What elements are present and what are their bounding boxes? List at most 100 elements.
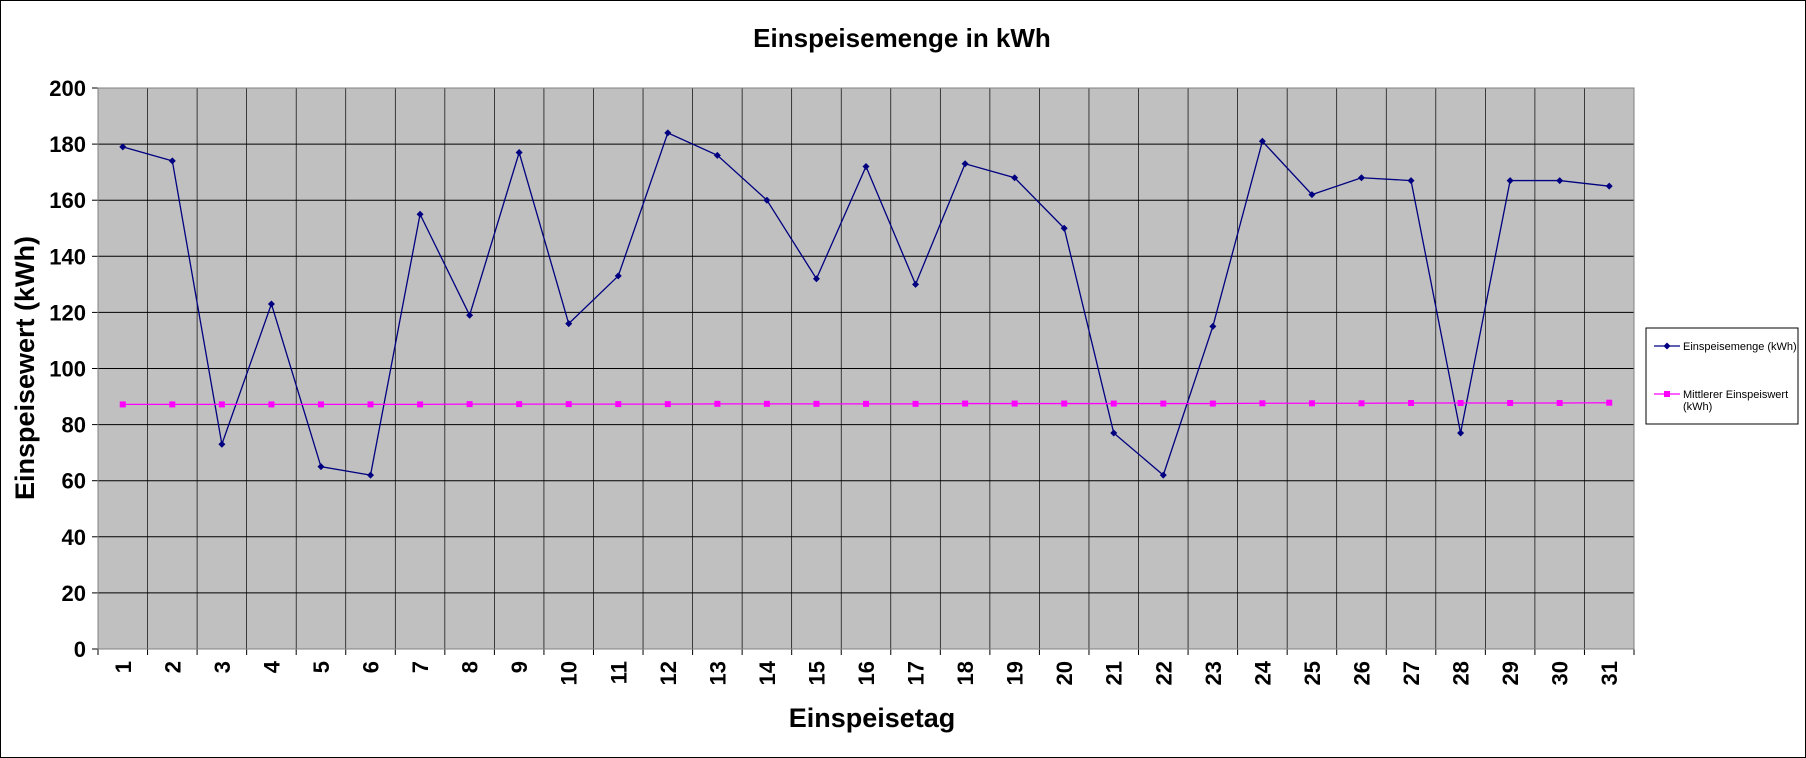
data-point-diamond bbox=[664, 129, 672, 137]
x-tick-label: 19 bbox=[1003, 661, 1028, 685]
data-point-diamond bbox=[1258, 137, 1266, 145]
legend-item-mittlerer-einspeiswert: Mittlerer Einspeiswert (kWh) bbox=[1654, 389, 1788, 413]
x-tick-label: 3 bbox=[210, 661, 235, 673]
y-tick-label: 20 bbox=[62, 581, 86, 606]
x-tick-label: 8 bbox=[458, 661, 483, 673]
data-point-square bbox=[466, 401, 473, 408]
y-tick-label: 120 bbox=[49, 300, 86, 325]
x-axis-ticks: 1 2 3 4 5 6 7 8 9 10 11 12 13 14 15 16 17 18 19 20 21 22 23 24 2… bbox=[97, 649, 1635, 685]
data-point-diamond bbox=[1308, 191, 1316, 199]
data-point-diamond bbox=[1110, 429, 1118, 437]
data-point-diamond bbox=[168, 157, 176, 165]
data-point-square bbox=[417, 401, 424, 408]
x-tick-label: 30 bbox=[1548, 661, 1573, 685]
legend-marker-diamond bbox=[1663, 342, 1671, 350]
data-point-square bbox=[268, 401, 275, 408]
legend-label-einspeisemenge: Einspeisemenge (kWh) bbox=[1683, 341, 1797, 353]
plot-border bbox=[97, 87, 1635, 650]
data-point-square bbox=[615, 401, 622, 408]
x-tick-label: 27 bbox=[1399, 661, 1424, 685]
data-point-square bbox=[1011, 400, 1018, 407]
x-tick-label: 12 bbox=[656, 661, 681, 685]
data-point-diamond bbox=[961, 160, 969, 168]
x-tick-label: 24 bbox=[1250, 660, 1275, 685]
y-axis-ticks: 0 20 40 60 80 100 120 140 160 180 200 bbox=[49, 76, 98, 662]
y-tick-label: 180 bbox=[49, 132, 86, 157]
x-tick-label: 29 bbox=[1498, 661, 1523, 685]
x-tick-label: 7 bbox=[408, 661, 433, 673]
legend-marker-square bbox=[1664, 391, 1670, 397]
data-point-diamond bbox=[812, 275, 820, 283]
data-point-square bbox=[1061, 400, 1068, 407]
data-point-diamond bbox=[1209, 322, 1217, 330]
data-point-square bbox=[664, 401, 671, 408]
x-tick-label: 13 bbox=[705, 661, 730, 685]
data-point-diamond bbox=[1011, 174, 1019, 182]
x-axis-title: Einspeisetag bbox=[789, 703, 956, 733]
data-point-square bbox=[962, 400, 969, 407]
legend-item-einspeisemenge: Einspeisemenge (kWh) bbox=[1654, 341, 1797, 353]
data-point-square bbox=[1160, 400, 1167, 407]
data-point-square bbox=[1110, 400, 1117, 407]
legend-label-mittlerer-unit: (kWh) bbox=[1683, 401, 1712, 413]
data-point-square bbox=[367, 401, 374, 408]
x-tick-label: 15 bbox=[804, 661, 829, 685]
legend: Einspeisemenge (kWh) Mittlerer Einspeisw… bbox=[1645, 327, 1799, 425]
data-point-square bbox=[119, 401, 126, 408]
data-point-square bbox=[1507, 400, 1514, 407]
series-layer bbox=[119, 129, 1613, 479]
data-point-diamond bbox=[466, 311, 474, 319]
data-point-diamond bbox=[614, 272, 622, 280]
data-point-square bbox=[863, 400, 869, 407]
x-tick-label: 17 bbox=[904, 661, 929, 685]
x-tick-label: 2 bbox=[160, 661, 185, 673]
y-tick-label: 80 bbox=[62, 413, 86, 438]
x-tick-label: 26 bbox=[1349, 661, 1374, 685]
data-point-diamond bbox=[862, 163, 870, 171]
data-point-diamond bbox=[1357, 174, 1365, 182]
x-tick-label: 14 bbox=[755, 660, 780, 685]
data-point-diamond bbox=[1506, 177, 1514, 185]
data-point-diamond bbox=[367, 471, 375, 479]
data-point-square bbox=[1308, 400, 1315, 407]
data-point-diamond bbox=[1556, 177, 1564, 185]
y-tick-label: 200 bbox=[49, 76, 86, 101]
x-tick-label: 20 bbox=[1052, 661, 1077, 685]
data-point-square bbox=[714, 400, 721, 407]
data-point-square bbox=[218, 401, 225, 408]
x-tick-label: 25 bbox=[1300, 661, 1325, 685]
legend-label-mittlerer: Mittlerer Einspeiswert bbox=[1683, 389, 1788, 401]
x-tick-label: 23 bbox=[1201, 661, 1226, 685]
y-tick-label: 100 bbox=[49, 357, 86, 382]
legend-box bbox=[1645, 327, 1799, 425]
x-tick-label: 4 bbox=[259, 660, 284, 673]
y-tick-label: 140 bbox=[49, 244, 86, 269]
x-tick-label: 1 bbox=[111, 661, 136, 673]
data-point-diamond bbox=[713, 151, 721, 159]
data-point-diamond bbox=[1159, 471, 1167, 479]
x-tick-label: 9 bbox=[507, 661, 532, 673]
data-point-square bbox=[1259, 400, 1266, 407]
x-tick-label: 16 bbox=[854, 661, 879, 685]
data-point-diamond bbox=[1407, 177, 1415, 185]
x-tick-label: 28 bbox=[1449, 661, 1474, 685]
data-point-diamond bbox=[1060, 224, 1068, 232]
x-tick-label: 11 bbox=[606, 661, 631, 684]
data-point-square bbox=[1457, 400, 1464, 407]
data-point-diamond bbox=[515, 149, 523, 157]
x-tick-label: 21 bbox=[1102, 661, 1127, 685]
data-point-diamond bbox=[912, 280, 920, 288]
y-tick-label: 60 bbox=[62, 469, 86, 494]
x-tick-label: 5 bbox=[309, 661, 334, 673]
data-point-diamond bbox=[317, 463, 325, 471]
data-point-square bbox=[1556, 400, 1563, 407]
data-point-diamond bbox=[267, 300, 275, 308]
data-point-square bbox=[516, 401, 523, 408]
data-point-diamond bbox=[416, 210, 424, 218]
y-axis-title: Einspeisewert (kWh) bbox=[10, 236, 40, 500]
y-tick-label: 160 bbox=[49, 188, 86, 213]
data-point-square bbox=[317, 401, 324, 408]
x-tick-label: 10 bbox=[557, 661, 582, 685]
data-point-diamond bbox=[1457, 429, 1465, 437]
chart-title: Einspeisemenge in kWh bbox=[753, 23, 1051, 53]
